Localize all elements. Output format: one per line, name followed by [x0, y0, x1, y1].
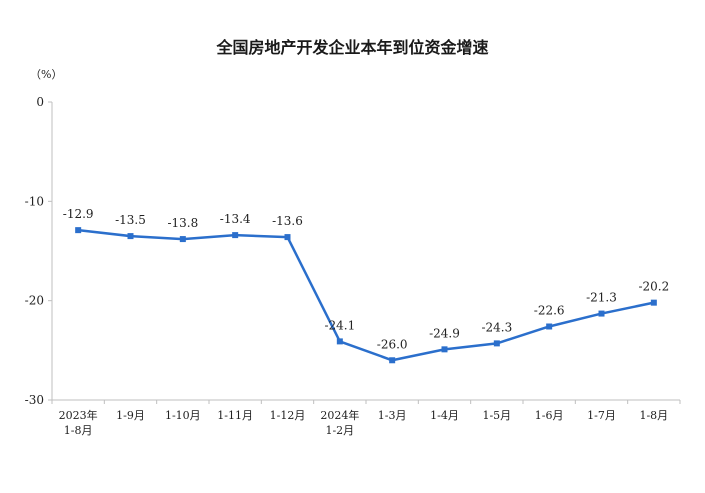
x-tick-label: 2024年 [320, 408, 359, 422]
data-label: -13.6 [272, 214, 303, 228]
series-line [78, 228, 655, 362]
data-point [650, 299, 657, 306]
x-tick-label: 1-8月 [639, 409, 668, 422]
x-tick-label: 1-9月 [116, 409, 145, 422]
y-axis-unit: （%） [30, 68, 62, 81]
data-point [441, 346, 448, 353]
data-label: -12.9 [63, 207, 94, 221]
data-label: -20.2 [638, 280, 669, 294]
x-tick-label: 1-2月 [325, 424, 354, 437]
data-point [336, 338, 343, 345]
x-tick-label: 1-8月 [64, 424, 93, 437]
chart-title: 全国房地产开发企业本年到位资金增速 [216, 38, 489, 57]
data-point [493, 340, 500, 347]
y-tick-label: -30 [25, 393, 44, 407]
x-tick-label: 1-10月 [165, 409, 201, 422]
data-point [127, 233, 134, 240]
x-tick-label: 2023年 [59, 408, 98, 422]
data-point [75, 227, 82, 234]
x-tick-label: 1-12月 [270, 409, 306, 422]
data-label: -21.3 [586, 291, 617, 305]
axes: （%） 0 -10 -20 -30 2023年 1-8月 1-9月 1-10月 1-11月 1-12… [25, 68, 681, 437]
series [75, 227, 657, 364]
x-tick-label: 1-7月 [587, 409, 616, 422]
data-point [546, 323, 553, 330]
data-label: -24.9 [429, 326, 460, 340]
x-tick-label: 1-4月 [430, 409, 459, 422]
data-labels: -12.9 -13.5 -13.8 -13.4 -13.6 -24.1 -26.0 -24.9… [63, 207, 669, 351]
x-tick-label: 1-6月 [535, 409, 564, 422]
x-tick-label: 1-3月 [378, 409, 407, 422]
y-tick-label: -20 [25, 294, 44, 308]
data-point [598, 310, 605, 317]
x-tick-label: 1-11月 [217, 409, 253, 422]
data-label: -13.5 [115, 213, 146, 227]
data-label: -13.4 [220, 212, 251, 226]
data-label: -13.8 [167, 216, 198, 230]
data-point [284, 234, 291, 241]
data-label: -26.0 [377, 337, 408, 351]
x-tick-label: 1-5月 [482, 409, 511, 422]
data-point [179, 236, 186, 243]
data-label: -24.1 [324, 318, 355, 332]
y-tick-label: -10 [25, 194, 44, 208]
data-point [389, 357, 396, 364]
data-point [232, 232, 239, 239]
data-label: -24.3 [481, 320, 512, 334]
y-tick-label: 0 [36, 95, 44, 109]
data-label: -22.6 [534, 303, 565, 317]
